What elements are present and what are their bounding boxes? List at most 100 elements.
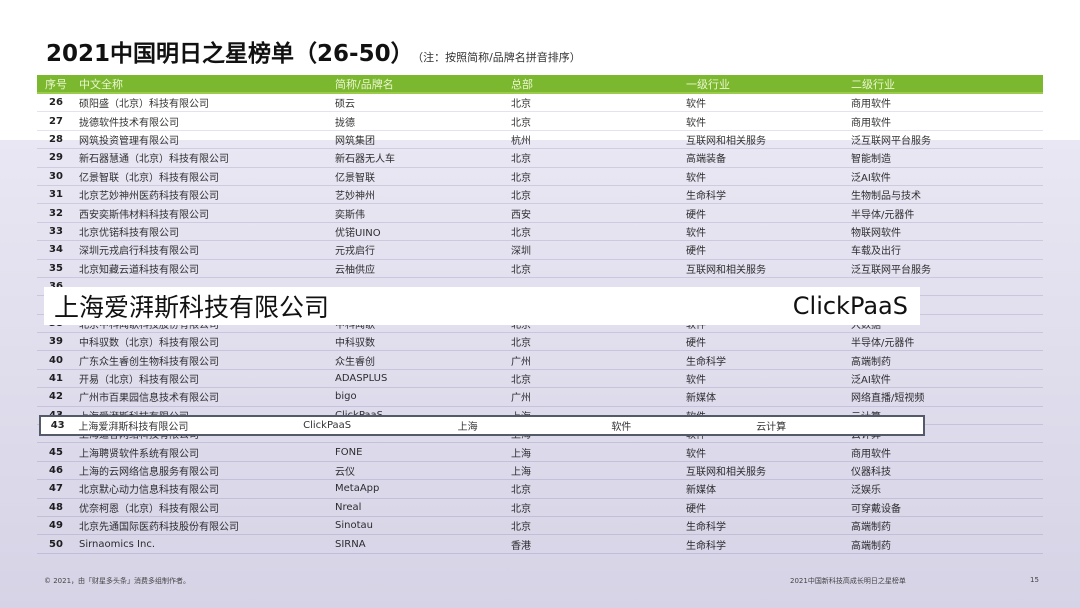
cell: 商用软件 bbox=[851, 448, 891, 460]
table-row: 28 网筑投资管理有限公司 网筑集团 杭州 互联网和相关服务 泛互联网平台服务 bbox=[37, 131, 1043, 150]
cell: 众生睿创 bbox=[335, 356, 375, 368]
callout-brand: ClickPaaS bbox=[792, 292, 908, 320]
page-number: 15 bbox=[1030, 576, 1039, 584]
cell: 28 bbox=[49, 133, 63, 145]
cell: 深圳元戎启行科技有限公司 bbox=[79, 246, 199, 258]
cell: 新媒体 bbox=[686, 393, 716, 405]
cell: 杭州 bbox=[511, 135, 531, 147]
cell: 车载及出行 bbox=[851, 246, 901, 258]
cell: 27 bbox=[49, 115, 63, 127]
cell: 41 bbox=[49, 373, 63, 385]
cell: 奕斯伟 bbox=[335, 209, 365, 221]
cell: 45 bbox=[49, 446, 63, 458]
table-row: 32 西安奕斯伟材料科技有限公司 奕斯伟 西安 硬件 半导体/元器件 bbox=[37, 204, 1043, 223]
highlighted-row: 43 上海爱湃斯科技有限公司 ClickPaaS 上海 软件 云计算 bbox=[39, 415, 925, 436]
cell: 北京 bbox=[511, 338, 531, 350]
cell: 北京 bbox=[511, 172, 531, 184]
table-row: 46 上海的云网络信息服务有限公司 云仪 上海 互联网和相关服务 仪器科技 bbox=[37, 462, 1043, 481]
cell: Nreal bbox=[335, 501, 362, 513]
cell: 高端制药 bbox=[851, 540, 891, 552]
table-row: 33 北京优锘科技有限公司 优锘UINO 北京 软件 物联网软件 bbox=[37, 223, 1043, 242]
cell: 优奈柯恩（北京）科技有限公司 bbox=[79, 503, 219, 515]
cell: Sirnaomics Inc. bbox=[79, 538, 156, 550]
cell: 32 bbox=[49, 207, 63, 219]
cell: 北京 bbox=[511, 503, 531, 515]
cell: 泛AI软件 bbox=[851, 172, 891, 184]
table-row: 27 拢德软件技术有限公司 拢德 北京 软件 商用软件 bbox=[37, 112, 1043, 131]
cell: 广州市百果园信息技术有限公司 bbox=[79, 393, 219, 405]
table-row: 41 开易（北京）科技有限公司 ADASPLUS 北京 软件 泛AI软件 bbox=[37, 370, 1043, 389]
cell: 西安 bbox=[511, 209, 531, 221]
cell: 软件 bbox=[686, 172, 706, 184]
cell: 硕阳盛（北京）科技有限公司 bbox=[79, 99, 209, 111]
cell: bigo bbox=[335, 391, 357, 403]
cell: 广东众生睿创生物科技有限公司 bbox=[79, 356, 219, 368]
cell: 北京知藏云道科技有限公司 bbox=[79, 264, 199, 276]
cell: 优锘UINO bbox=[335, 227, 381, 239]
cell: 北京 bbox=[511, 191, 531, 203]
cell: 46 bbox=[49, 465, 63, 476]
table-row: 30 亿景智联（北京）科技有限公司 亿景智联 北京 软件 泛AI软件 bbox=[37, 168, 1043, 186]
cell: 生命科学 bbox=[686, 356, 726, 368]
cell: 43 bbox=[50, 420, 65, 431]
cell: 拢德软件技术有限公司 bbox=[79, 117, 179, 129]
cell: 软件 bbox=[686, 227, 706, 239]
cell: 硬件 bbox=[686, 246, 706, 258]
cell: 北京 bbox=[511, 264, 531, 276]
cell: 广州 bbox=[511, 356, 531, 368]
cell: 39 bbox=[49, 336, 63, 348]
cell: 北京先通国际医药科技股份有限公司 bbox=[79, 522, 239, 534]
cell: 北京 bbox=[511, 485, 531, 497]
cell: 中科驭数（北京）科技有限公司 bbox=[79, 338, 219, 350]
cell: 上海 bbox=[511, 448, 531, 460]
table-row: 42 广州市百果园信息技术有限公司 bigo 广州 新媒体 网络直播/短视频 bbox=[37, 388, 1043, 407]
table-row: 26 硕阳盛（北京）科技有限公司 硕云 北京 软件 商用软件 bbox=[37, 94, 1043, 113]
cell: 开易（北京）科技有限公司 bbox=[79, 375, 199, 387]
cell: 50 bbox=[49, 538, 63, 550]
cell: 拢德 bbox=[335, 117, 355, 129]
cell: 亿景智联 bbox=[335, 172, 375, 184]
cell: 仪器科技 bbox=[851, 467, 891, 478]
table-row: 34 深圳元戎启行科技有限公司 元戎启行 深圳 硬件 车载及出行 bbox=[37, 241, 1043, 260]
cell: 新石器慧通（北京）科技有限公司 bbox=[79, 154, 229, 166]
cell: 深圳 bbox=[511, 246, 531, 258]
col-header: 序号 bbox=[45, 77, 67, 91]
cell: 软件 bbox=[686, 117, 706, 129]
cell: 29 bbox=[49, 152, 63, 164]
cell: 硕云 bbox=[335, 99, 355, 111]
cell: 34 bbox=[49, 244, 63, 256]
cell: 26 bbox=[49, 97, 63, 109]
cell: 北京 bbox=[511, 99, 531, 111]
cell: 新媒体 bbox=[686, 485, 716, 497]
cell: 新石器无人车 bbox=[335, 154, 395, 166]
cell: 33 bbox=[49, 225, 63, 237]
col-header: 中文全称 bbox=[79, 77, 123, 91]
cell: 亿景智联（北京）科技有限公司 bbox=[79, 172, 219, 184]
cell: 31 bbox=[49, 189, 63, 201]
cell: 40 bbox=[49, 354, 63, 366]
cell: 商用软件 bbox=[851, 117, 891, 129]
cell: 北京 bbox=[511, 522, 531, 534]
table-row: 49 北京先通国际医药科技股份有限公司 Sinotau 北京 生命科学 高端制药 bbox=[37, 517, 1043, 536]
cell: 软件 bbox=[611, 422, 632, 433]
table-row: 40 广东众生睿创生物科技有限公司 众生睿创 广州 生命科学 高端制药 bbox=[37, 351, 1043, 370]
cell: 互联网和相关服务 bbox=[686, 135, 766, 147]
cell: 可穿戴设备 bbox=[851, 503, 901, 515]
cell: 北京默心动力信息科技有限公司 bbox=[79, 485, 219, 497]
title-text: 2021中国明日之星榜单（26-50） bbox=[46, 41, 414, 67]
cell: 北京 bbox=[511, 154, 531, 166]
cell: 西安奕斯伟材料科技有限公司 bbox=[79, 209, 209, 221]
cell: 半导体/元器件 bbox=[851, 209, 915, 221]
table-row: 35 北京知藏云道科技有限公司 云柚供应 北京 互联网和相关服务 泛互联网平台服务 bbox=[37, 260, 1043, 278]
cell: 高端装备 bbox=[686, 154, 726, 166]
cell: 硬件 bbox=[686, 209, 706, 221]
cell: 北京 bbox=[511, 375, 531, 387]
cell: 广州 bbox=[511, 393, 531, 405]
cell: 元戎启行 bbox=[335, 246, 375, 258]
cell: 泛互联网平台服务 bbox=[851, 135, 931, 147]
cell: 47 bbox=[49, 483, 63, 495]
cell: 北京艺妙神州医药科技有限公司 bbox=[79, 191, 219, 203]
cell: 上海 bbox=[457, 422, 478, 433]
cell: 泛娱乐 bbox=[851, 485, 881, 497]
cell: 泛AI软件 bbox=[851, 375, 891, 387]
